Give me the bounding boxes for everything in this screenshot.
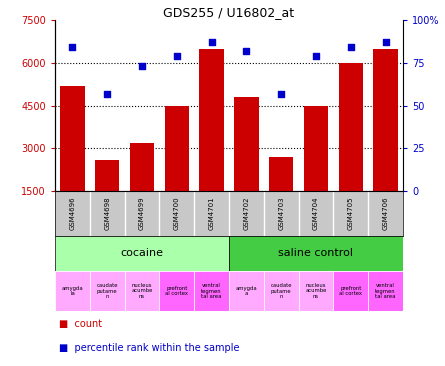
Text: prefront
al cortex: prefront al cortex (339, 285, 362, 296)
Text: caudate
putame
n: caudate putame n (97, 283, 118, 299)
Text: saline control: saline control (279, 249, 353, 258)
Text: GSM4704: GSM4704 (313, 197, 319, 230)
Bar (130, 142, 154, 191)
Text: GSM4699: GSM4699 (139, 197, 145, 230)
Bar (60, 86, 85, 191)
Point (104, 91, 111, 97)
Text: ventral
tegmen
tal area: ventral tegmen tal area (375, 283, 396, 299)
Title: GDS255 / U16802_at: GDS255 / U16802_at (163, 6, 295, 19)
Bar (373, 49, 398, 191)
Bar (55, 236, 229, 271)
Bar (229, 236, 403, 271)
Bar (199, 49, 224, 191)
Text: GSM4703: GSM4703 (278, 197, 284, 230)
Text: ventral
tegmen
tal area: ventral tegmen tal area (201, 283, 222, 299)
Text: ■  count: ■ count (60, 319, 103, 329)
Point (278, 91, 285, 97)
Text: amygda
la: amygda la (61, 285, 83, 296)
Point (208, 39, 215, 45)
Text: GSM4698: GSM4698 (104, 197, 110, 230)
Point (138, 63, 146, 69)
Bar (333, 271, 368, 311)
Text: GSM4705: GSM4705 (348, 197, 354, 230)
Point (243, 48, 250, 54)
Bar (165, 105, 189, 191)
Bar (95, 160, 119, 191)
Bar (264, 271, 299, 311)
Bar (194, 271, 229, 311)
Text: GSM4706: GSM4706 (383, 197, 388, 230)
Point (382, 39, 389, 45)
Bar (368, 271, 403, 311)
Point (312, 53, 320, 59)
Text: nucleus
acumbe
ns: nucleus acumbe ns (131, 283, 153, 299)
Bar (339, 63, 363, 191)
Bar (159, 271, 194, 311)
Bar (90, 271, 125, 311)
Bar (299, 271, 333, 311)
Text: GSM4701: GSM4701 (209, 197, 214, 230)
Point (69, 44, 76, 50)
Bar (304, 105, 328, 191)
Text: GSM4702: GSM4702 (243, 197, 249, 230)
Bar (55, 271, 90, 311)
Bar (234, 97, 259, 191)
Text: prefront
al cortex: prefront al cortex (165, 285, 188, 296)
Text: caudate
putame
n: caudate putame n (271, 283, 292, 299)
Point (173, 53, 180, 59)
Text: ■  percentile rank within the sample: ■ percentile rank within the sample (60, 343, 240, 353)
Text: nucleus
acumbe
ns: nucleus acumbe ns (305, 283, 327, 299)
Text: amygda
a: amygda a (235, 285, 257, 296)
Bar (125, 271, 159, 311)
Point (347, 44, 354, 50)
Bar (229, 271, 264, 311)
Text: GSM4700: GSM4700 (174, 197, 180, 230)
Text: GSM4696: GSM4696 (69, 197, 75, 230)
Bar (269, 157, 293, 191)
Text: cocaine: cocaine (121, 249, 163, 258)
